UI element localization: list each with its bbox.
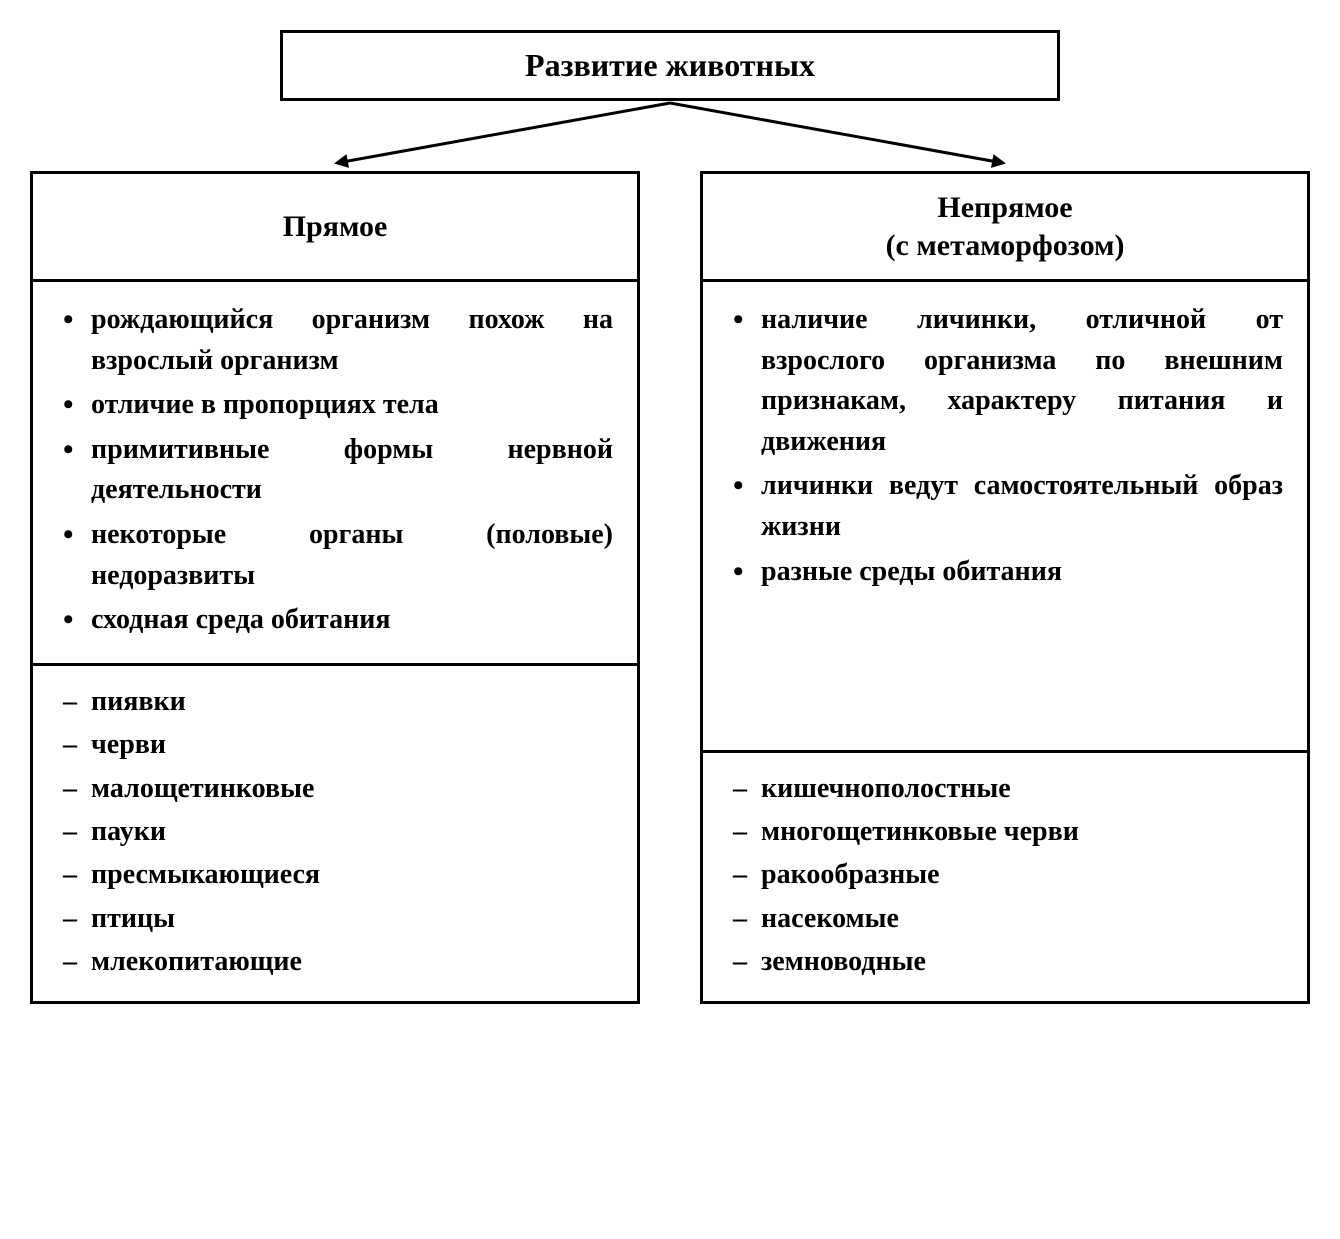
indirect-bullets: •наличие личинки, отличной от взрослого … — [703, 282, 1307, 753]
example-marker: – — [733, 897, 761, 940]
example-text: насекомые — [761, 897, 899, 940]
bullet-marker: • — [63, 385, 91, 426]
bullet-marker: • — [63, 300, 91, 381]
example-marker: – — [63, 940, 91, 983]
example-marker: – — [63, 723, 91, 766]
bullet-item: •отличие в пропорциях тела — [63, 385, 613, 426]
bullet-item: •сходная среда обитания — [63, 600, 613, 641]
bullet-text: разные среды обитания — [761, 552, 1283, 593]
example-item: –пиявки — [63, 680, 613, 723]
example-text: малощетинковые — [91, 767, 314, 810]
column-direct-body: •рождающийся организм похож на взрослый … — [30, 279, 640, 1004]
example-text: млекопитающие — [91, 940, 302, 983]
example-marker: – — [63, 810, 91, 853]
example-marker: – — [733, 940, 761, 983]
example-marker: – — [63, 680, 91, 723]
example-text: земноводные — [761, 940, 926, 983]
bullet-text: сходная среда обитания — [91, 600, 613, 641]
example-item: –насекомые — [733, 897, 1283, 940]
example-text: черви — [91, 723, 166, 766]
example-item: –пресмыкающиеся — [63, 853, 613, 896]
example-text: птицы — [91, 897, 175, 940]
bullet-text: отличие в пропорциях тела — [91, 385, 613, 426]
header-line: (с метаморфозом) — [723, 227, 1287, 265]
example-item: –многощетинковые черви — [733, 810, 1283, 853]
example-text: кишечнополостные — [761, 767, 1011, 810]
direct-examples: –пиявки –черви –малощетинковые –пауки –п… — [33, 666, 637, 1002]
arrows-svg — [30, 101, 1310, 171]
column-indirect: Непрямое (с метаморфозом) •наличие личин… — [700, 171, 1310, 1004]
column-indirect-header: Непрямое (с метаморфозом) — [700, 171, 1310, 279]
bullet-item: •разные среды обитания — [733, 552, 1283, 593]
bullet-marker: • — [733, 552, 761, 593]
header-line: Непрямое — [723, 189, 1287, 227]
example-item: –млекопитающие — [63, 940, 613, 983]
bullet-text: личинки ведут самостоятельный образ жизн… — [761, 466, 1283, 547]
column-direct-header: Прямое — [30, 171, 640, 279]
example-marker: – — [63, 897, 91, 940]
example-item: –малощетинковые — [63, 767, 613, 810]
indirect-examples: –кишечнополостные –многощетинковые черви… — [703, 753, 1307, 1002]
bullet-marker: • — [63, 430, 91, 511]
bullet-text: наличие личинки, отличной от взрослого о… — [761, 300, 1283, 462]
example-item: –кишечнополостные — [733, 767, 1283, 810]
example-marker: – — [733, 853, 761, 896]
bullet-marker: • — [733, 466, 761, 547]
example-text: ракообразные — [761, 853, 940, 896]
bullet-marker: • — [733, 300, 761, 462]
example-item: –пауки — [63, 810, 613, 853]
bullet-item: •примитивные формы нервной деятельности — [63, 430, 613, 511]
example-item: –ракообразные — [733, 853, 1283, 896]
bullet-item: •наличие личинки, отличной от взрослого … — [733, 300, 1283, 462]
example-marker: – — [733, 810, 761, 853]
example-marker: – — [733, 767, 761, 810]
bullet-text: некоторые органы (половые) недоразвиты — [91, 515, 613, 596]
header-line: Прямое — [53, 208, 617, 246]
column-indirect-body: •наличие личинки, отличной от взрослого … — [700, 279, 1310, 1004]
column-direct: Прямое •рождающийся организм похож на вз… — [30, 171, 640, 1004]
root-label: Развитие животных — [525, 47, 815, 83]
example-text: пиявки — [91, 680, 186, 723]
example-text: многощетинковые черви — [761, 810, 1079, 853]
example-marker: – — [63, 767, 91, 810]
root-node: Развитие животных — [280, 30, 1060, 101]
bullet-text: рождающийся организм похож на взрослый о… — [91, 300, 613, 381]
bullet-item: •некоторые органы (половые) недоразвиты — [63, 515, 613, 596]
columns-container: Прямое •рождающийся организм похож на вз… — [30, 171, 1310, 1004]
bullet-marker: • — [63, 515, 91, 596]
example-text: пауки — [91, 810, 166, 853]
example-item: –черви — [63, 723, 613, 766]
example-item: –птицы — [63, 897, 613, 940]
bullet-item: •личинки ведут самостоятельный образ жиз… — [733, 466, 1283, 547]
branch-arrows — [30, 101, 1310, 171]
bullet-item: •рождающийся организм похож на взрослый … — [63, 300, 613, 381]
example-text: пресмыкающиеся — [91, 853, 320, 896]
example-item: –земноводные — [733, 940, 1283, 983]
example-marker: – — [63, 853, 91, 896]
bullet-text: примитивные формы нервной деятельности — [91, 430, 613, 511]
direct-bullets: •рождающийся организм похож на взрослый … — [33, 282, 637, 666]
bullet-marker: • — [63, 600, 91, 641]
